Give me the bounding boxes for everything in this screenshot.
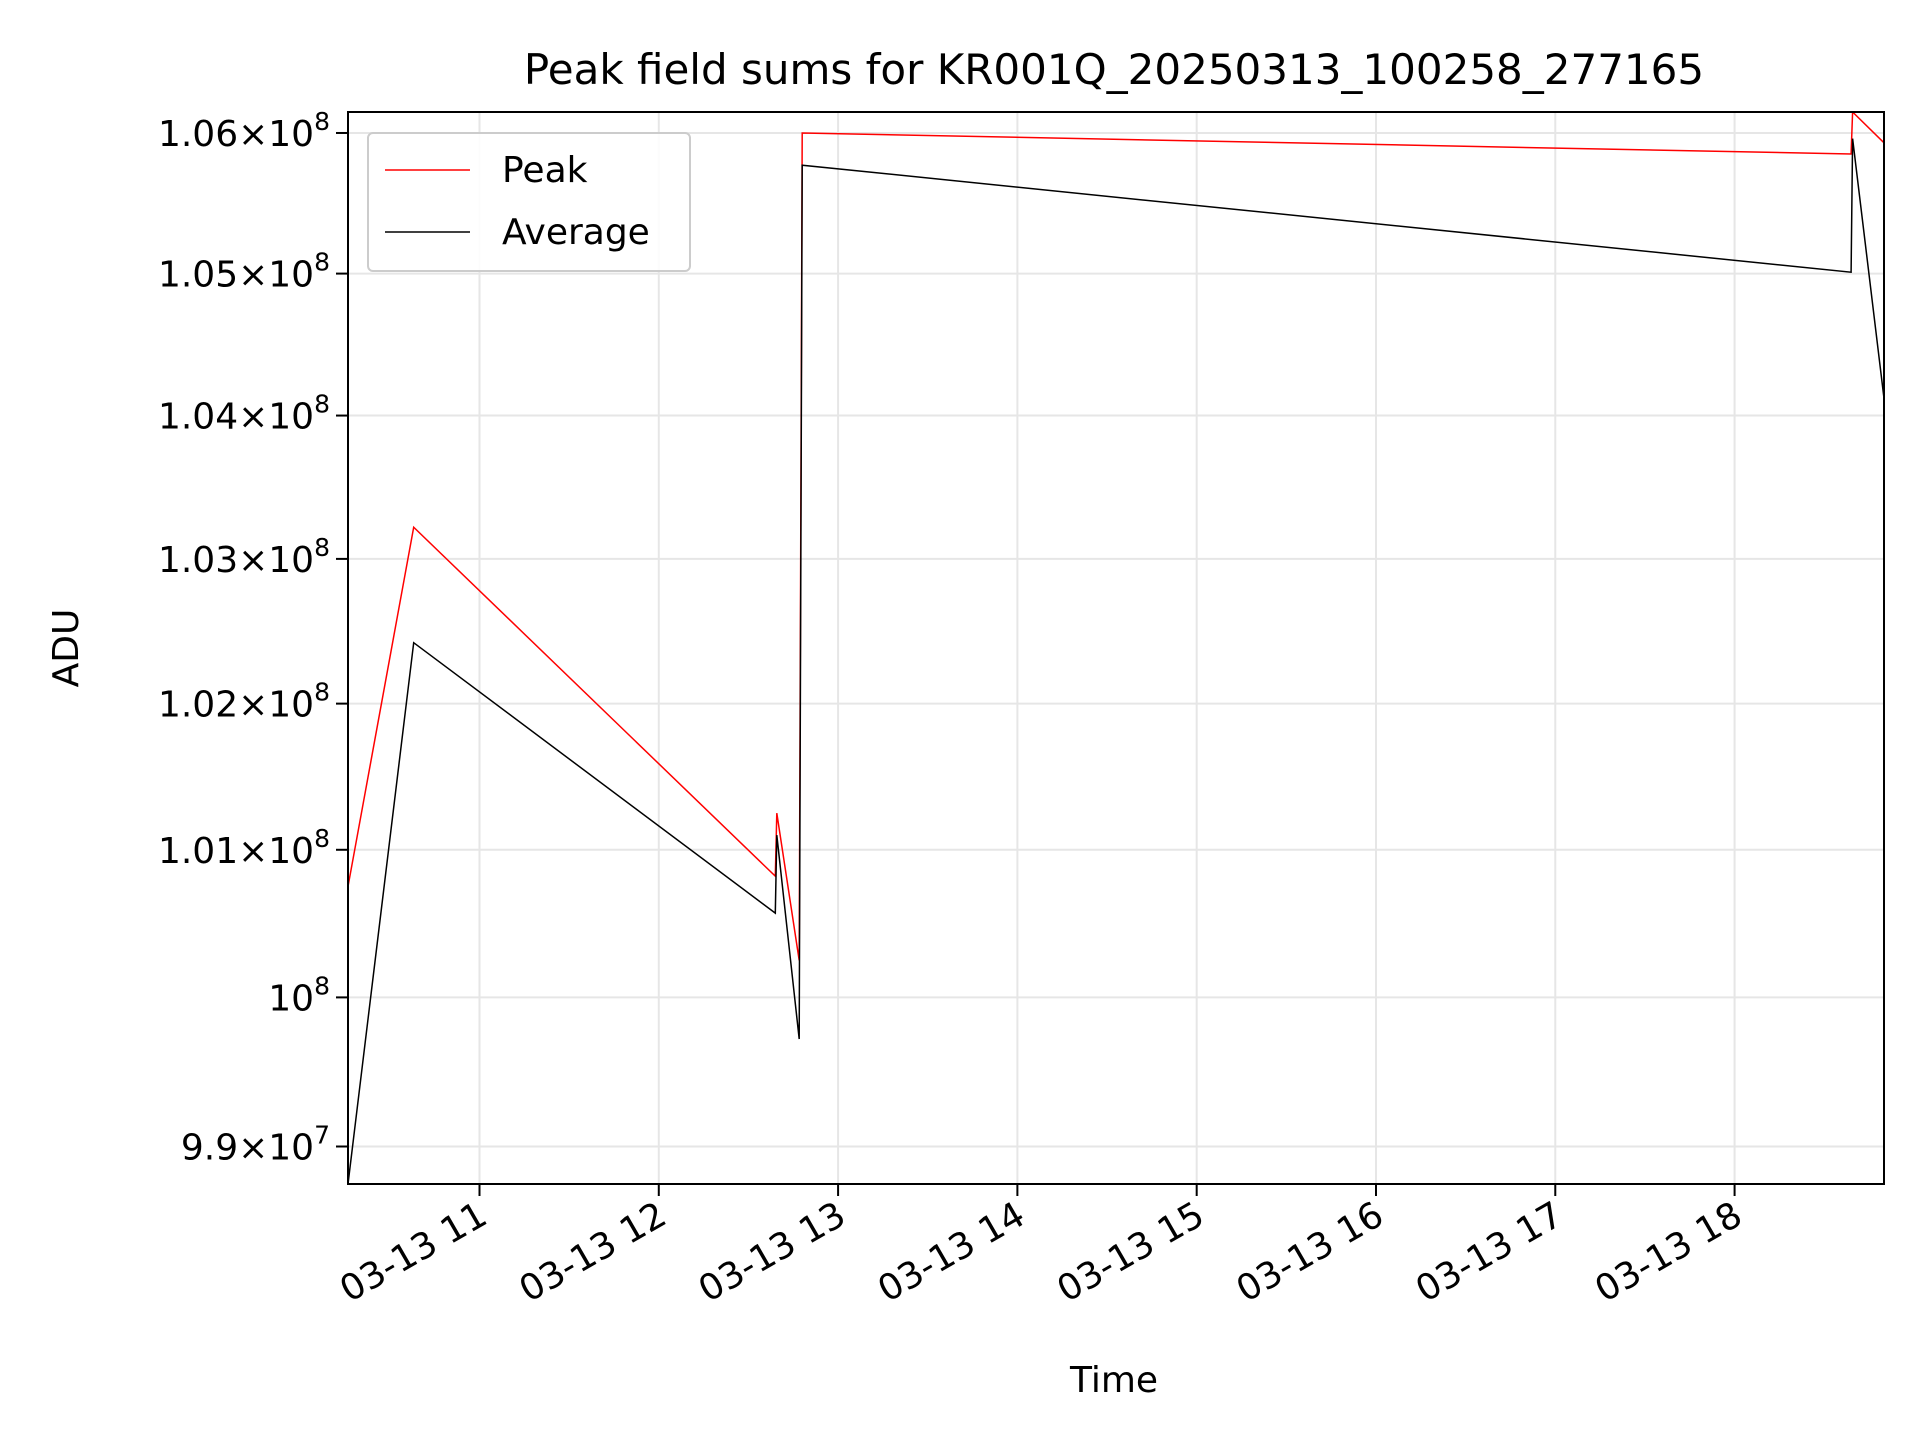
y-tick-label: 108 bbox=[268, 971, 330, 1019]
y-tick-label: 1.02×108 bbox=[158, 678, 330, 726]
y-tick-label: 1.01×108 bbox=[158, 824, 330, 872]
y-tick-label: 1.05×108 bbox=[158, 248, 330, 296]
series-line-average bbox=[348, 138, 1884, 1184]
y-tick-label: 1.06×108 bbox=[158, 107, 330, 155]
legend-label-average: Average bbox=[502, 212, 650, 253]
grid bbox=[348, 112, 1884, 1184]
legend-box bbox=[367, 132, 691, 272]
y-axis-label: ADU bbox=[46, 609, 87, 688]
y-tick-label: 1.03×108 bbox=[158, 533, 330, 581]
legend-label-peak: Peak bbox=[502, 150, 588, 191]
chart-title: Peak field sums for KR001Q_20250313_1002… bbox=[524, 45, 1704, 94]
y-tick-label: 1.04×108 bbox=[158, 390, 330, 438]
plot-frame bbox=[347, 111, 1885, 1185]
y-tick-label: 9.9×107 bbox=[181, 1120, 330, 1168]
series-lines bbox=[348, 112, 1884, 1184]
legend: Peak Average bbox=[367, 132, 691, 272]
x-axis-label: Time bbox=[1069, 1360, 1158, 1401]
